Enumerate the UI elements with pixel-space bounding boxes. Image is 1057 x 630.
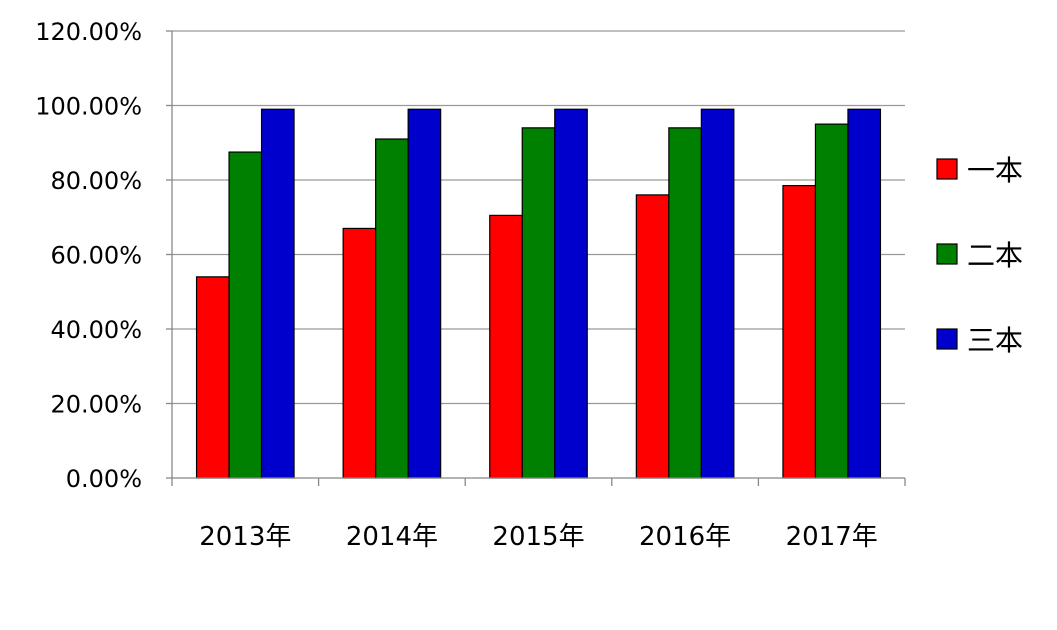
x-tick-label: 2013年	[199, 522, 291, 552]
y-tick-label: 100.00%	[35, 93, 142, 121]
y-axis-ticks: 0.00% 20.00% 40.00% 60.00% 80.00% 100.00% 120.…	[35, 18, 172, 493]
bar	[635, 194, 670, 479]
bar	[847, 108, 882, 479]
bar	[782, 184, 817, 479]
bar	[489, 214, 523, 479]
bar	[407, 108, 442, 479]
x-axis-ticks: 2013年 2014年 2015年 2016年 2017年	[171, 478, 906, 552]
x-tick-label: 2017年	[786, 522, 878, 552]
legend-swatch	[936, 158, 958, 180]
bar	[228, 151, 263, 479]
bar	[668, 127, 702, 479]
y-tick-label: 20.00%	[50, 391, 142, 419]
y-tick-label: 120.00%	[35, 18, 142, 46]
bar	[700, 108, 735, 479]
x-tick-label: 2014年	[346, 522, 438, 552]
legend-swatch	[936, 328, 958, 350]
x-tick-label: 2016年	[639, 522, 731, 552]
bar	[814, 123, 849, 479]
y-tick-label: 0.00%	[66, 465, 142, 493]
y-tick-label: 80.00%	[50, 167, 142, 195]
bar	[195, 276, 230, 479]
bar	[521, 127, 556, 479]
x-tick-label: 2015年	[492, 522, 584, 552]
legend-label: 一本	[967, 154, 1023, 187]
y-tick-label: 40.00%	[50, 316, 142, 344]
bars	[195, 108, 882, 479]
bar	[342, 227, 377, 479]
y-tick-label: 60.00%	[50, 242, 142, 270]
legend-swatch	[936, 243, 958, 265]
bar	[375, 138, 409, 479]
legend-label: 三本	[967, 324, 1023, 357]
bar	[554, 108, 588, 479]
legend-label: 二本	[967, 239, 1023, 272]
bar	[260, 108, 295, 479]
